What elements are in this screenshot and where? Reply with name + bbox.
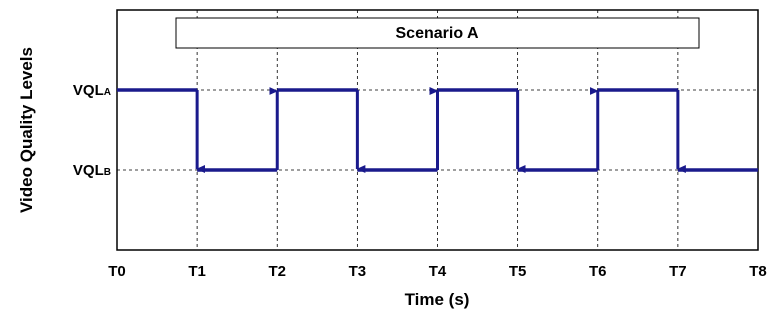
x-tick-t3: T3 <box>349 263 367 280</box>
scenario-box <box>175 17 700 49</box>
x-tick-t6: T6 <box>589 263 607 280</box>
x-axis-title: Time (s) <box>405 290 470 309</box>
x-tick-t0: T0 <box>108 263 126 280</box>
scenario-label: Scenario A <box>175 17 700 49</box>
y-axis-title: Video Quality Levels <box>17 47 36 213</box>
scenario-text: Scenario A <box>396 25 479 42</box>
x-tick-t4: T4 <box>429 263 447 280</box>
plot-area <box>116 9 759 251</box>
x-tick-t7: T7 <box>669 263 687 280</box>
x-tick-t1: T1 <box>188 263 206 280</box>
y-tick-vql-b: VQLB <box>73 162 111 179</box>
y-tick-vql-a: VQLA <box>73 82 111 99</box>
x-tick-t2: T2 <box>268 263 286 280</box>
x-tick-t5: T5 <box>509 263 527 280</box>
x-tick-t8: T8 <box>749 263 767 280</box>
